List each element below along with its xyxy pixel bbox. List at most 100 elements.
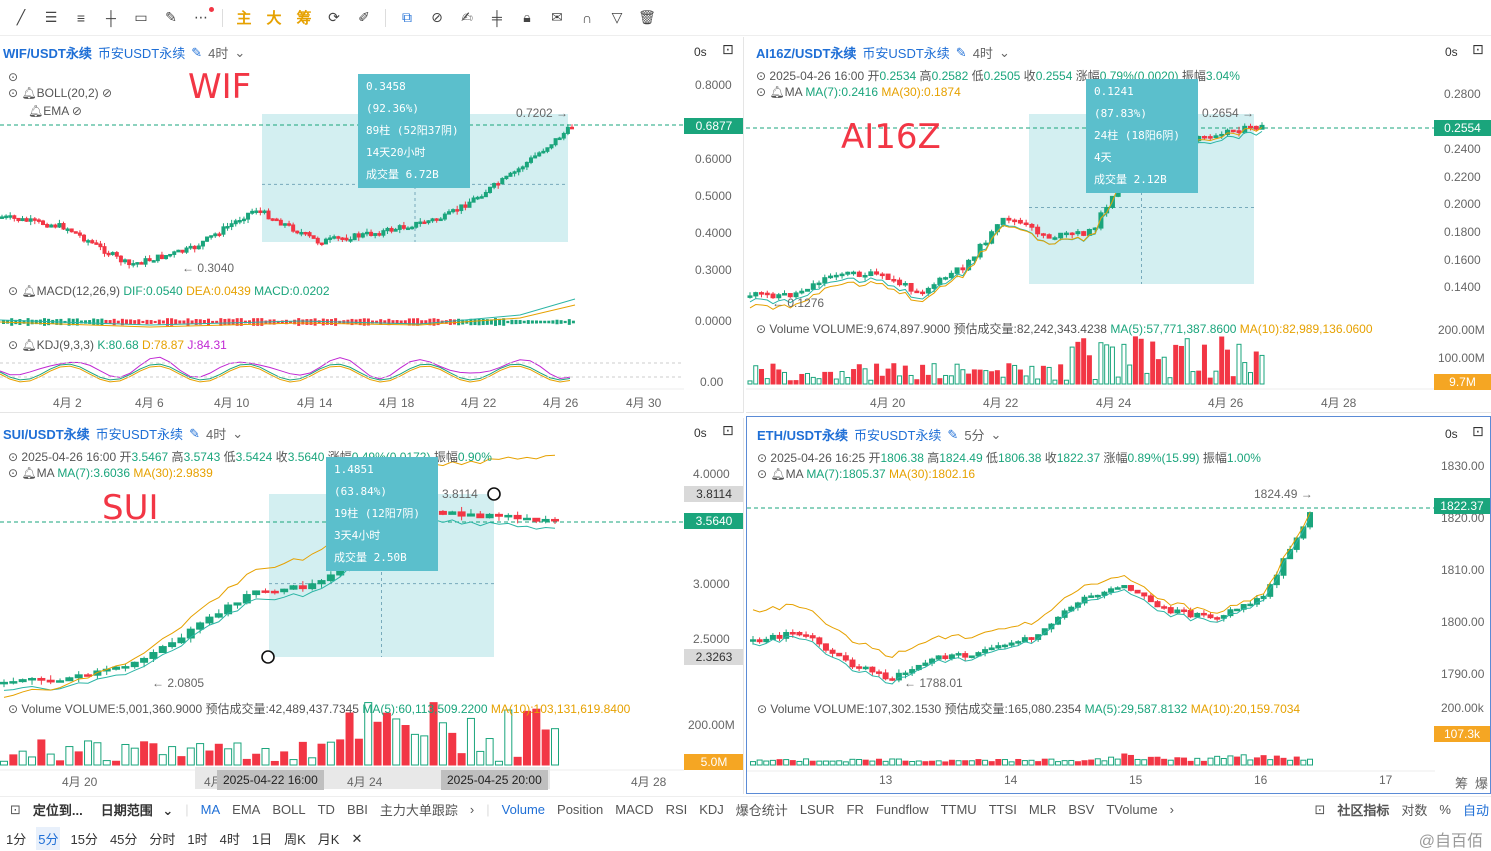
edit-icon[interactable]: ✎ xyxy=(955,44,967,60)
community-icon[interactable]: ⊡ xyxy=(1314,801,1326,817)
symbol-name[interactable]: AI16Z/USDT永续 xyxy=(756,46,857,61)
sub-volume[interactable]: Volume xyxy=(501,802,546,817)
edit-icon[interactable]: ✎ xyxy=(189,425,200,441)
interval-45m[interactable]: 45分 xyxy=(109,832,138,847)
ruler-icon[interactable]: ⊘ xyxy=(431,9,443,25)
sub-lsur[interactable]: LSUR xyxy=(799,802,835,817)
brush-icon[interactable]: ✎ xyxy=(165,9,177,25)
chips-button[interactable]: 筹 xyxy=(296,10,312,27)
hide-eye-icon[interactable]: ⊘ xyxy=(102,86,113,100)
ind-boll[interactable]: BOLL xyxy=(272,802,306,817)
interval-15m[interactable]: 15分 xyxy=(70,832,98,847)
ma-indicator[interactable]: ⊙ 🔔︎MA MA(7):0.2416 MA(30):0.1874 xyxy=(756,85,961,99)
sui-chart-panel[interactable]: SUI/USDT永续 币安USDT永续 ✎ 4时 ⌄ 0s ⊡ ⊙ 2025-04… xyxy=(0,418,744,794)
refresh-icon[interactable]: ⟳ xyxy=(328,9,340,25)
timeframe-select[interactable]: 4时 xyxy=(208,46,229,61)
interval-month[interactable]: 月K xyxy=(317,832,340,847)
percent-scale-button[interactable]: % xyxy=(1439,802,1451,817)
hline-icon[interactable]: ≡ xyxy=(76,9,86,26)
ind-ma[interactable]: MA xyxy=(200,802,221,817)
sub-liquidation[interactable]: 爆仓统计 xyxy=(735,803,788,818)
ind-bbi[interactable]: BBI xyxy=(346,802,368,817)
date-range-button[interactable]: 日期范围 ⌄ xyxy=(100,803,174,818)
ind-main-force[interactable]: 主力大单跟踪 xyxy=(379,803,458,818)
ind-ema[interactable]: EMA xyxy=(232,802,261,817)
line-tool-icon[interactable]: ╱ xyxy=(16,9,26,25)
kdj-indicator[interactable]: ⊙ 🔔︎KDJ(9,3,3) K:80.68 D:78.87 J:84.31 xyxy=(8,338,227,352)
maximize-icon[interactable]: ⊡ xyxy=(1472,423,1484,439)
sub-rsi[interactable]: RSI xyxy=(665,802,688,817)
chevron-down-icon[interactable]: ⌄ xyxy=(232,425,244,441)
auto-scale-button[interactable]: 自动 xyxy=(1462,803,1489,818)
chevron-down-icon[interactable]: ⌄ xyxy=(998,44,1010,60)
maximize-icon[interactable]: ⊡ xyxy=(1472,41,1484,57)
side-label-chips[interactable]: 筹 xyxy=(1455,776,1469,791)
candles-icon[interactable]: ╪ xyxy=(492,9,502,26)
log-scale-button[interactable]: 对数 xyxy=(1401,803,1428,818)
sub-fr[interactable]: FR xyxy=(846,802,864,817)
sub-ttmu[interactable]: TTMU xyxy=(940,802,977,817)
volume-indicator[interactable]: ⊙ Volume VOLUME:5,001,360.9000 预估成交量:42,… xyxy=(8,702,631,716)
chevron-down-icon[interactable]: ⌄ xyxy=(234,44,246,60)
ind-td[interactable]: TD xyxy=(317,802,335,817)
magnet-icon[interactable]: ∩ xyxy=(581,9,593,26)
interval-1h[interactable]: 1时 xyxy=(187,832,208,847)
sub-mlr[interactable]: MLR xyxy=(1028,802,1057,817)
copy-icon[interactable]: ⧉ xyxy=(402,9,412,25)
trash-icon[interactable]: 🗑︎ xyxy=(638,9,656,25)
filter-icon[interactable]: ▽ xyxy=(611,9,623,25)
cross-line-icon[interactable]: ┼ xyxy=(106,9,116,26)
large-order-button[interactable]: 大 xyxy=(266,10,282,27)
main-force-button[interactable]: 主 xyxy=(236,10,252,27)
community-indicators[interactable]: 社区指标 xyxy=(1337,803,1390,818)
lock-icon[interactable]: 🔒︎ xyxy=(523,9,531,25)
chevron-right-icon[interactable]: › xyxy=(1169,802,1174,817)
sub-fundflow[interactable]: Fundflow xyxy=(875,802,929,817)
ma-indicator[interactable]: ⊙ 🔔︎MA MA(7):1805.37 MA(30):1802.16 xyxy=(757,467,976,481)
macd-indicator[interactable]: ⊙ 🔔︎MACD(12,26,9) DIF:0.0540 DEA:0.0439 … xyxy=(8,284,330,298)
interval-timeshare[interactable]: 分时 xyxy=(149,832,176,847)
symbol-name[interactable]: WIF/USDT永续 xyxy=(3,46,92,61)
hide-eye-icon[interactable]: ⊘ xyxy=(71,104,82,118)
ma-indicator[interactable]: ⊙ 🔔︎MA MA(7):3.6036 MA(30):2.9839 xyxy=(8,466,213,480)
more-icon[interactable]: ⋯ xyxy=(190,6,214,29)
rectangle-icon[interactable]: ▭ xyxy=(134,9,148,25)
sub-kdj[interactable]: KDJ xyxy=(699,802,724,817)
interval-4h[interactable]: 4时 xyxy=(219,832,240,847)
maximize-icon[interactable]: ⊡ xyxy=(722,422,734,438)
volume-indicator[interactable]: ⊙ Volume VOLUME:107,302.1530 预估成交量:165,0… xyxy=(757,702,1301,716)
pen-icon[interactable]: ✐ xyxy=(358,9,370,25)
close-icon[interactable]: ✕ xyxy=(351,830,363,846)
interval-5m[interactable]: 5分 xyxy=(36,827,61,850)
edit-icon[interactable]: ✎ xyxy=(191,44,203,60)
interval-1m[interactable]: 1分 xyxy=(6,832,27,847)
volume-indicator[interactable]: ⊙ Volume VOLUME:9,674,897.9000 预估成交量:82,… xyxy=(756,322,1373,336)
timeframe-select[interactable]: 5分 xyxy=(964,428,985,443)
ai16z-chart-panel[interactable]: AI16Z/USDT永续 币安USDT永续 ✎ 4时 ⌄ 0s ⊡ ⊙ 2025-… xyxy=(746,37,1491,413)
side-label-liquidation[interactable]: 爆 xyxy=(1475,776,1489,791)
locate-button[interactable]: 定位到... xyxy=(32,803,83,818)
timeframe-select[interactable]: 4时 xyxy=(972,46,993,61)
boll-indicator[interactable]: ⊙ 🔔︎BOLL(20,2) ⊘ xyxy=(8,86,113,100)
locate-icon[interactable]: ⊡ xyxy=(10,801,21,817)
interval-week[interactable]: 周K xyxy=(284,832,306,847)
chevron-right-icon[interactable]: › xyxy=(469,802,475,817)
measure-icon[interactable]: ✍ xyxy=(461,9,473,25)
edit-icon[interactable]: ✎ xyxy=(947,426,959,442)
collapse-icon[interactable]: ⊙ xyxy=(8,70,19,84)
sub-bsv[interactable]: BSV xyxy=(1068,802,1095,817)
interval-1d[interactable]: 1日 xyxy=(251,832,273,847)
eth-chart-canvas[interactable] xyxy=(747,417,1491,794)
note-icon[interactable]: ✉ xyxy=(551,9,563,25)
sub-macd[interactable]: MACD xyxy=(615,802,654,817)
symbol-name[interactable]: SUI/USDT永续 xyxy=(3,427,90,442)
sub-ttsi[interactable]: TTSI xyxy=(988,802,1017,817)
wif-chart-panel[interactable]: WIF/USDT永续 币安USDT永续 ✎ 4时 ⌄ 0s ⊡ ⊙ ⊙ 🔔︎BOL… xyxy=(0,37,744,413)
timeframe-select[interactable]: 4时 xyxy=(205,427,227,442)
ema-indicator[interactable]: 🔔︎EMA ⊘ xyxy=(28,104,82,118)
sub-tvolume[interactable]: TVolume xyxy=(1106,802,1158,817)
symbol-name[interactable]: ETH/USDT永续 xyxy=(757,428,849,443)
parallel-lines-icon[interactable]: ☰ xyxy=(44,9,58,25)
chevron-down-icon[interactable]: ⌄ xyxy=(990,426,1002,442)
sub-position[interactable]: Position xyxy=(557,802,604,817)
